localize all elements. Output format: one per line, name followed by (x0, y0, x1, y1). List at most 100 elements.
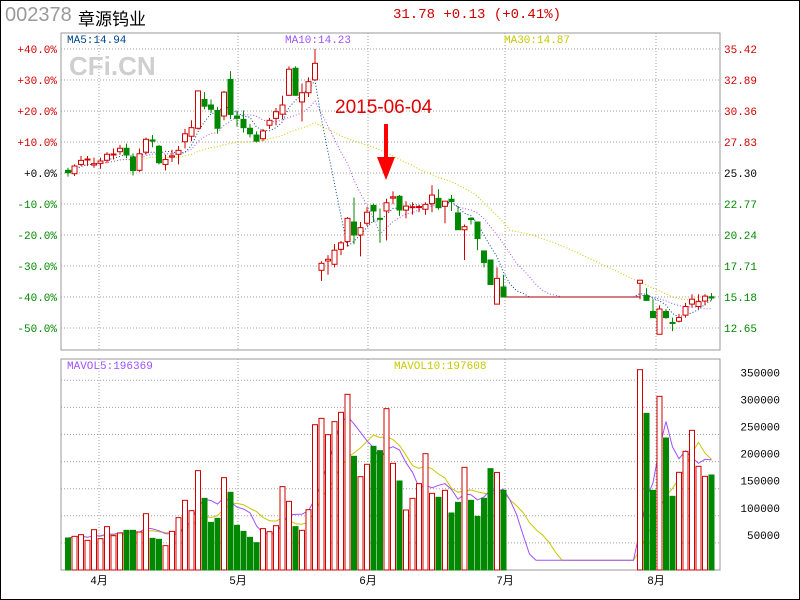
left-percent-tick: +20.0% (17, 107, 57, 119)
right-price-tick: 27.83 (724, 138, 757, 150)
axis-labels: +40.0% +30.0% +20.0% +10.0% +0.0% -10.0% -20.0… (17, 45, 780, 588)
candle-body (494, 277, 500, 305)
candle-up (299, 83, 305, 122)
candle-up (266, 117, 273, 129)
candle-body (253, 134, 260, 142)
candle-body (279, 104, 286, 115)
candle-down (448, 195, 455, 211)
candle-up (429, 185, 435, 213)
candle-body (136, 153, 143, 171)
candle-up (325, 255, 331, 275)
volume-bar-down (227, 491, 234, 571)
legend-ma30: MA30:14.87 (504, 35, 570, 47)
candle-body (708, 296, 715, 299)
candle-body (637, 279, 643, 284)
right-price-tick: 12.65 (724, 324, 757, 336)
candle-body (338, 242, 344, 250)
volume-bar-up (78, 534, 84, 571)
legend-ma10: MA10:14.23 (285, 35, 351, 47)
candle-body (669, 321, 676, 324)
volume-bar-down (455, 501, 461, 571)
candle-up (188, 120, 195, 142)
volume-tick: 100000 (740, 504, 780, 516)
candle-up (136, 148, 143, 172)
candle-body (351, 221, 357, 236)
volume-bar-down (201, 497, 208, 571)
candle-up (71, 164, 78, 176)
right-price-tick: 30.36 (724, 107, 757, 119)
volume-tick: 50000 (747, 531, 780, 543)
candle-body (227, 78, 234, 115)
volume-bar-down (669, 495, 676, 571)
volume-bar-up (318, 417, 325, 571)
volume-bar-up (279, 486, 286, 571)
volume-bar-down (208, 521, 214, 571)
watermark-logo: CFi.CN (69, 51, 156, 81)
volume-bar-down (481, 497, 487, 571)
volume-bar-down (156, 538, 162, 571)
mavol10-line (67, 434, 712, 561)
volume-bar-up (442, 489, 448, 571)
volume-bar-up (416, 483, 422, 571)
volume-bar-up (136, 531, 143, 571)
candle-body (318, 262, 325, 271)
volume-bar-up (357, 476, 364, 571)
stock-name: 章源钨业 (78, 10, 146, 30)
candle-down (500, 274, 507, 298)
candle-up (84, 155, 91, 167)
volume-bar-up (117, 532, 123, 571)
date-annotation: 2015-06-04 (335, 97, 433, 180)
candle-up (318, 261, 325, 281)
volume-tick: 200000 (740, 450, 780, 462)
volume-bar-down (292, 526, 299, 571)
volume-bar-down (247, 536, 253, 571)
candle-body (331, 249, 338, 265)
candle-body (208, 104, 214, 110)
volume-bar-down (65, 537, 71, 571)
volume-bar-down (448, 512, 455, 571)
volume-bar-up (364, 463, 370, 571)
volume-bar-up (299, 529, 305, 571)
candle-up (494, 267, 500, 305)
candle-up (383, 198, 390, 241)
volume-bar-up (695, 465, 702, 571)
candle-down (214, 106, 221, 134)
candle-up (461, 224, 468, 260)
candle-down (487, 259, 494, 286)
legend-mavol10: MAVOL10:197608 (394, 361, 486, 373)
candle-up (656, 305, 663, 335)
candles (65, 49, 715, 335)
candle-down (234, 110, 240, 127)
candle-body (468, 217, 474, 221)
candle-body (682, 306, 689, 316)
month-label: 8月 (647, 575, 665, 588)
candle-body (396, 195, 403, 211)
volume-bar-up (266, 531, 273, 571)
candle-body (273, 111, 279, 119)
candle-body (442, 200, 448, 207)
price-quote: 31.78 +0.13 (+0.41%) (393, 7, 562, 23)
candle-down (396, 195, 403, 216)
legend-ma5: MA5:14.94 (67, 35, 127, 47)
volume-bar-down (708, 474, 715, 571)
candle-body (409, 206, 416, 209)
ma30-line (67, 122, 712, 301)
candle-body (416, 206, 422, 209)
candle-up (279, 95, 286, 120)
candle-body (455, 212, 461, 231)
candle-up (110, 148, 117, 160)
candle-body (422, 203, 429, 210)
month-label: 6月 (359, 575, 377, 588)
candle-down (708, 293, 715, 301)
legend: MA5:14.94 MA10:14.23 MA30:14.87 MAVOL5:1… (67, 35, 570, 373)
candle-body (104, 153, 110, 161)
volume-bar-up (182, 499, 188, 571)
candle-down (455, 206, 461, 231)
candle-body (240, 118, 247, 129)
left-percent-tick: -40.0% (17, 293, 57, 305)
moving-averages (67, 79, 712, 561)
candle-down (156, 144, 162, 165)
volume-bar-down (234, 524, 240, 571)
volume-tick: 300000 (740, 395, 780, 407)
month-label: 7月 (496, 575, 514, 588)
